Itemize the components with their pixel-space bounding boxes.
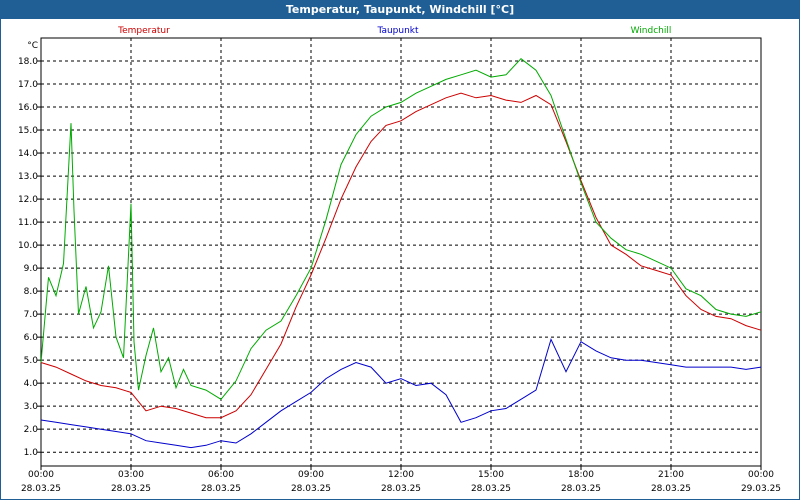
x-tick-time: 00:00 [748,470,774,480]
x-tick-date: 28.03.25 [21,484,61,494]
y-tick-label: 17.0 [18,80,38,90]
y-tick-label: 13.0 [18,172,38,182]
x-tick-date: 28.03.25 [381,484,421,494]
axis-labels: 1.0 2.0 3.0 4.0 5.0 6.0 7.0 8.0 9.0 10.0 11.0 12.0 1… [18,41,781,494]
x-tick-time: 21:00 [658,470,684,480]
y-tick-label: 14.0 [18,149,38,159]
series-line-windchill [40,58,762,400]
x-tick-time: 06:00 [208,470,234,480]
y-tick-label: 1.0 [24,448,39,458]
y-tick-label: 9.0 [24,264,39,274]
y-tick-label: 15.0 [18,126,38,136]
x-tick-time: 15:00 [478,470,504,480]
y-tick-label: 3.0 [24,402,39,412]
y-tick-label: 12.0 [18,195,38,205]
x-tick-time: 12:00 [388,470,414,480]
legend-windchill: Windchill [631,26,672,36]
x-tick-date: 28.03.25 [291,484,331,494]
x-tick-time: 00:00 [28,470,54,480]
x-tick-time: 18:00 [568,470,594,480]
y-tick-label: 11.0 [18,218,38,228]
y-tick-label: 16.0 [18,103,38,113]
y-tick-label: 6.0 [24,333,39,343]
x-tick-date: 29.03.25 [741,484,781,494]
plot-frame [40,37,762,467]
y-tick-label: 2.0 [24,425,39,435]
y-tick-label: 8.0 [24,287,39,297]
x-tick-date: 28.03.25 [201,484,241,494]
x-tick-time: 09:00 [298,470,324,480]
chart-area: 1.0 2.0 3.0 4.0 5.0 6.0 7.0 8.0 9.0 10.0 11.0 12.0 1… [18,26,781,494]
series-line-temperatur [40,92,762,419]
series-line-taupunkt [40,337,762,449]
x-tick-date: 28.03.25 [471,484,511,494]
legend-taupunkt: Taupunkt [376,26,419,36]
x-tick-date: 28.03.25 [651,484,691,494]
axes [37,37,762,470]
legend: Temperatur Taupunkt Windchill [117,26,671,36]
y-tick-label: 4.0 [24,379,39,389]
series-lines [40,58,762,449]
legend-temperatur: Temperatur [117,26,170,36]
y-axis-unit: °C [27,41,38,51]
x-tick-date: 28.03.25 [111,484,151,494]
x-tick-time: 03:00 [118,470,144,480]
y-tick-label: 10.0 [18,241,38,251]
window-title: Temperatur, Taupunkt, Windchill [°C] [1,1,799,19]
y-tick-label: 7.0 [24,310,39,320]
y-tick-label: 18.0 [18,57,38,67]
x-tick-date: 28.03.25 [561,484,601,494]
y-tick-label: 5.0 [24,356,39,366]
grid [41,38,761,466]
